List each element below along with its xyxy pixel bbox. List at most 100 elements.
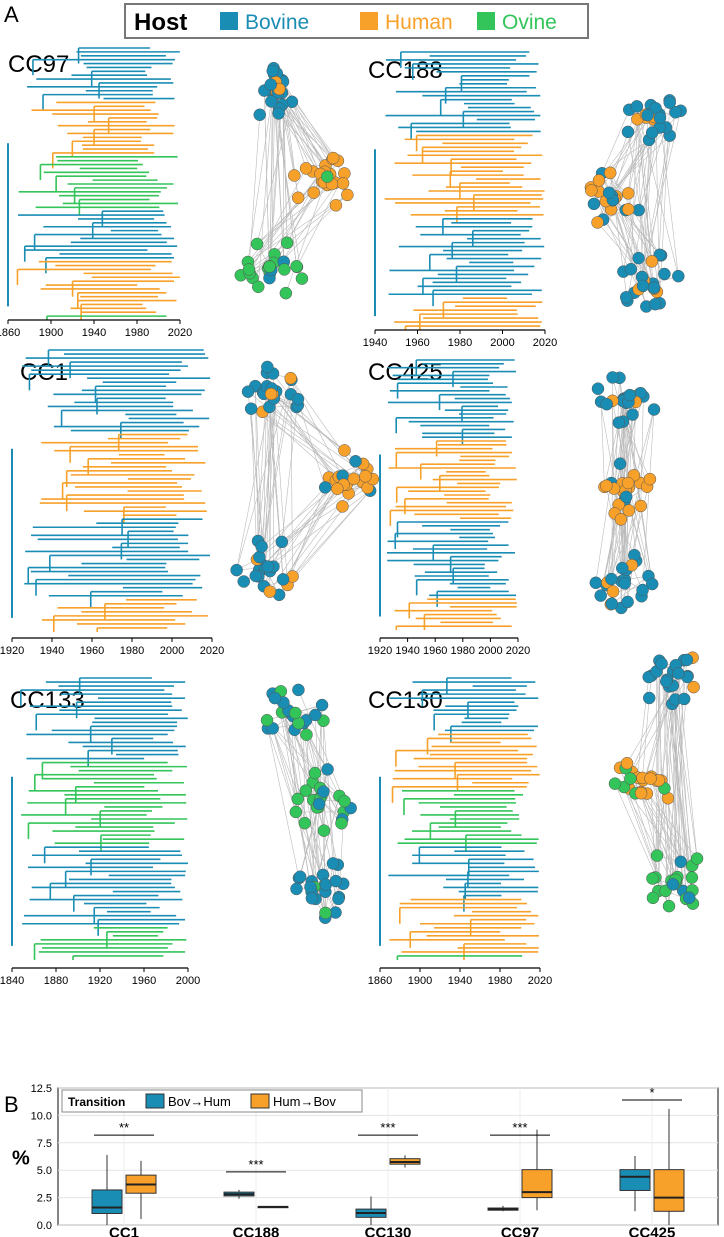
axis-tick-label: 1980 xyxy=(125,327,149,339)
phylogenetic-tree xyxy=(11,677,188,960)
network-node xyxy=(291,392,305,406)
network-node xyxy=(606,585,620,598)
tree-time-axis: 1920 1940 1960 1980 2000 2020 xyxy=(0,637,224,657)
y-tick-label: 10.0 xyxy=(31,1110,52,1122)
axis-tick-label: 2020 xyxy=(528,975,552,987)
axis-tick-label: 1920 xyxy=(368,645,392,657)
network-node xyxy=(659,675,673,688)
network-node xyxy=(655,657,668,670)
network-node xyxy=(687,680,700,694)
network-node xyxy=(309,708,322,722)
network-node xyxy=(278,263,291,276)
network-node xyxy=(636,279,650,293)
network-node xyxy=(646,891,660,905)
network-node xyxy=(319,906,332,920)
network-node xyxy=(317,785,330,798)
network-node xyxy=(318,481,332,494)
box-cc97-0 xyxy=(487,1205,519,1212)
network-node xyxy=(253,550,266,564)
phylogenetic-tree xyxy=(11,349,211,632)
network-node xyxy=(304,880,317,894)
network-node xyxy=(276,573,290,586)
network-node xyxy=(300,728,313,741)
cluster-label: CC97 xyxy=(8,51,69,78)
axis-tick-label: 2020 xyxy=(168,327,192,339)
y-tick-label: 12.5 xyxy=(31,1083,52,1095)
network-node xyxy=(614,513,628,526)
axis-tick-label: 1980 xyxy=(488,975,512,987)
network-node xyxy=(312,797,326,811)
transmission-network xyxy=(234,61,354,300)
network-node xyxy=(290,882,303,896)
axis-tick-label: 1900 xyxy=(408,975,432,987)
axis-tick-label: 2000 xyxy=(160,645,184,657)
network-node xyxy=(338,794,351,808)
panel-a: CC97 1860 1900 1940 1980 2020 CC188 1940 1960 198… xyxy=(0,47,704,987)
network-node xyxy=(279,286,293,300)
axis-tick-label: 1920 xyxy=(88,975,112,987)
axis-tick-label: 1940 xyxy=(82,327,106,339)
network-node xyxy=(307,186,320,199)
axis-tick-label: 1940 xyxy=(40,645,64,657)
axis-tick-label: 1960 xyxy=(405,337,429,349)
network-node xyxy=(663,96,676,109)
network-node xyxy=(264,78,277,91)
network-node xyxy=(244,402,258,415)
network-node xyxy=(674,855,688,869)
network-node xyxy=(315,698,329,712)
network-node xyxy=(272,107,285,120)
phylogenetic-tree xyxy=(374,51,545,330)
network-node xyxy=(682,891,696,904)
network-node xyxy=(672,269,685,283)
axis-tick-label: 2000 xyxy=(478,645,502,657)
axis-tick-label: 2020 xyxy=(533,337,557,349)
network-node xyxy=(619,291,633,304)
cluster-label: CC130 xyxy=(368,687,443,714)
box-cc130-0 xyxy=(355,1196,387,1225)
legend-label-ovine: Ovine xyxy=(502,11,557,34)
network-node xyxy=(624,262,638,276)
axis-tick-label: 1960 xyxy=(423,645,447,657)
network-node xyxy=(237,575,250,588)
network-node xyxy=(632,251,645,265)
network-node xyxy=(263,585,277,598)
network-node xyxy=(230,563,243,577)
network-node xyxy=(645,126,659,139)
network-node xyxy=(613,457,627,470)
network-node xyxy=(291,792,305,806)
network-node xyxy=(622,187,635,200)
axis-tick-label: 1900 xyxy=(39,327,63,339)
network-node xyxy=(606,371,619,384)
network-node xyxy=(289,805,303,819)
y-tick-label: 7.5 xyxy=(37,1138,52,1150)
network-node xyxy=(266,64,280,78)
box-cc425-1 xyxy=(653,1108,685,1225)
network-node xyxy=(621,476,635,490)
network-node xyxy=(622,203,635,216)
network-node xyxy=(253,108,266,122)
network-node xyxy=(594,589,607,602)
transmission-network xyxy=(584,94,687,313)
y-axis-label: % xyxy=(12,1148,30,1170)
network-node xyxy=(620,756,634,770)
network-node xyxy=(292,683,305,697)
network-node xyxy=(630,100,644,113)
network-node xyxy=(284,371,297,385)
network-node xyxy=(338,444,351,457)
network-node xyxy=(261,560,275,573)
network-node xyxy=(341,188,354,202)
network-node xyxy=(634,786,648,800)
tree-time-axis: 1860 1900 1940 1980 2020 xyxy=(0,319,192,339)
network-node xyxy=(264,387,278,401)
network-node xyxy=(666,878,680,891)
tree-time-axis: 1940 1960 1980 2000 2020 xyxy=(363,329,557,349)
cluster-cc97: CC97 1860 1900 1940 1980 2020 xyxy=(0,47,354,339)
network-node xyxy=(619,490,633,504)
network-node xyxy=(332,892,345,906)
x-tick-label: CC130 xyxy=(365,1224,412,1237)
network-node xyxy=(642,691,656,705)
axis-tick-label: 1920 xyxy=(0,645,24,657)
network-node xyxy=(295,272,309,285)
